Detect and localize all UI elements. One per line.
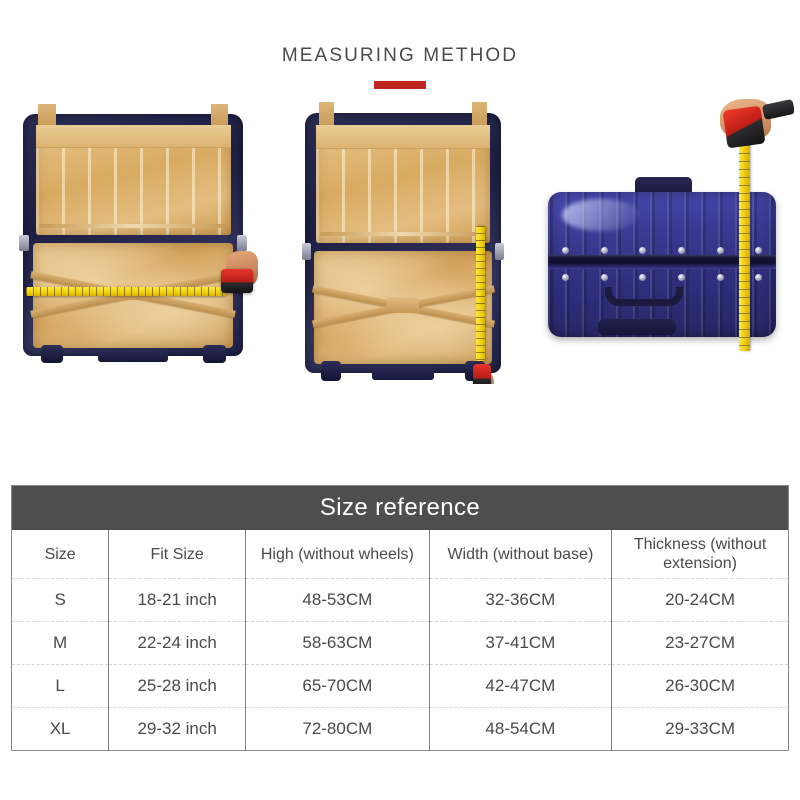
- page-title: MEASURING METHOD: [281, 45, 519, 66]
- measuring-method-heading: MEASURING METHOD: [0, 44, 800, 89]
- table-row: L 25-28 inch 65-70CM 42-47CM 26-30CM: [11, 664, 789, 708]
- cell-width: 32-36CM: [429, 578, 613, 622]
- table-title: Size reference: [319, 494, 481, 521]
- measuring-method-photo-strip: [0, 96, 800, 386]
- cell-fit: 29-32 inch: [108, 707, 247, 751]
- cell-size: M: [11, 621, 110, 665]
- header-size: Size: [11, 530, 110, 579]
- wheel-right: [203, 345, 226, 364]
- case-foot: [371, 365, 435, 380]
- rivet: [755, 246, 763, 254]
- cell-high: 72-80CM: [245, 707, 430, 751]
- width-measurement-photo: [8, 104, 258, 366]
- side-lock-right: [495, 243, 505, 260]
- lid-zipper: [319, 231, 487, 236]
- tape-measure-body: [722, 105, 766, 148]
- cell-size: L: [11, 664, 110, 708]
- table-row: M 22-24 inch 58-63CM 37-41CM 23-27CM: [11, 621, 789, 665]
- table-title-cell: Size reference: [11, 485, 789, 530]
- cell-thickness: 26-30CM: [611, 664, 789, 708]
- lid-lining: [316, 124, 490, 243]
- cell-fit: 25-28 inch: [108, 664, 247, 708]
- tape-measure-body: [472, 364, 491, 384]
- title-underline-accent: [374, 81, 426, 89]
- suitcase-shell: [548, 191, 777, 337]
- tape-measure-horizontal: [25, 287, 226, 297]
- rivet: [600, 274, 608, 282]
- cell-size: S: [11, 578, 110, 622]
- rivet: [755, 274, 763, 282]
- case-foot: [98, 348, 168, 363]
- rivet: [677, 274, 685, 282]
- thickness-measurement-photo: [538, 96, 794, 386]
- cell-size: XL: [11, 707, 110, 751]
- lid-pocket: [35, 124, 231, 148]
- rivet: [600, 246, 608, 254]
- cell-high: 58-63CM: [245, 621, 430, 665]
- table-title-row: Size reference: [11, 485, 789, 530]
- cell-high: 48-53CM: [245, 578, 430, 622]
- open-suitcase-illustration: [292, 102, 514, 384]
- cell-width: 48-54CM: [429, 707, 613, 751]
- trolley-housing: [598, 319, 676, 336]
- rivet: [716, 246, 724, 254]
- side-lock-left: [301, 243, 311, 260]
- rivet-row-bottom: [561, 274, 763, 282]
- wheel-left: [40, 345, 63, 364]
- tape-measure-vertical: [739, 136, 751, 352]
- cell-width: 42-47CM: [429, 664, 613, 708]
- lid-tab-right: [471, 102, 488, 128]
- rivet: [561, 274, 569, 282]
- header-high: High (without wheels): [245, 530, 430, 579]
- table-row: XL 29-32 inch 72-80CM 48-54CM 29-33CM: [11, 707, 789, 751]
- closed-suitcase-illustration: [538, 96, 794, 386]
- center-frame-band: [548, 255, 777, 269]
- lid-tab-right: [210, 104, 228, 128]
- rivet-row-top: [561, 246, 763, 254]
- tape-measure-vertical: [476, 226, 486, 362]
- cell-thickness: 20-24CM: [611, 578, 789, 622]
- table-header-row: Size Fit Size High (without wheels) Widt…: [11, 530, 789, 579]
- rivet: [639, 274, 647, 282]
- rivet: [677, 246, 685, 254]
- cell-fit: 22-24 inch: [108, 621, 247, 665]
- side-lock-right: [236, 235, 247, 251]
- tape-measure-body: [220, 269, 253, 293]
- cell-width: 37-41CM: [429, 621, 613, 665]
- lid-pocket: [316, 124, 490, 150]
- strap-buckle: [387, 296, 419, 314]
- cell-thickness: 29-33CM: [665, 719, 736, 738]
- lid-tab-left: [318, 102, 335, 128]
- carry-handle: [605, 287, 683, 307]
- size-reference-table: Size reference Size Fit Size High (witho…: [11, 485, 789, 751]
- lid-tab-left: [38, 104, 56, 128]
- side-lock-left: [19, 235, 30, 251]
- cell-high: 65-70CM: [245, 664, 430, 708]
- header-fit-size: Fit Size: [108, 530, 247, 579]
- table-row: S 18-21 inch 48-53CM 32-36CM 20-24CM: [11, 578, 789, 622]
- header-thickness: Thickness (without extension): [611, 530, 789, 579]
- tape-measure-wrist-strap: [762, 98, 794, 120]
- rivet: [716, 274, 724, 282]
- base-lining: [311, 251, 495, 365]
- cell-thickness: 23-27CM: [611, 621, 789, 665]
- rivet: [639, 246, 647, 254]
- wheel-left: [320, 361, 341, 382]
- lid-zipper: [39, 224, 227, 229]
- cell-fit: 18-21 inch: [108, 578, 247, 622]
- header-width: Width (without base): [429, 530, 613, 579]
- height-measurement-photo: [292, 102, 514, 384]
- open-suitcase-illustration: [8, 104, 258, 366]
- shell-highlight: [561, 198, 640, 231]
- rivet: [561, 246, 569, 254]
- lid-lining: [35, 124, 231, 235]
